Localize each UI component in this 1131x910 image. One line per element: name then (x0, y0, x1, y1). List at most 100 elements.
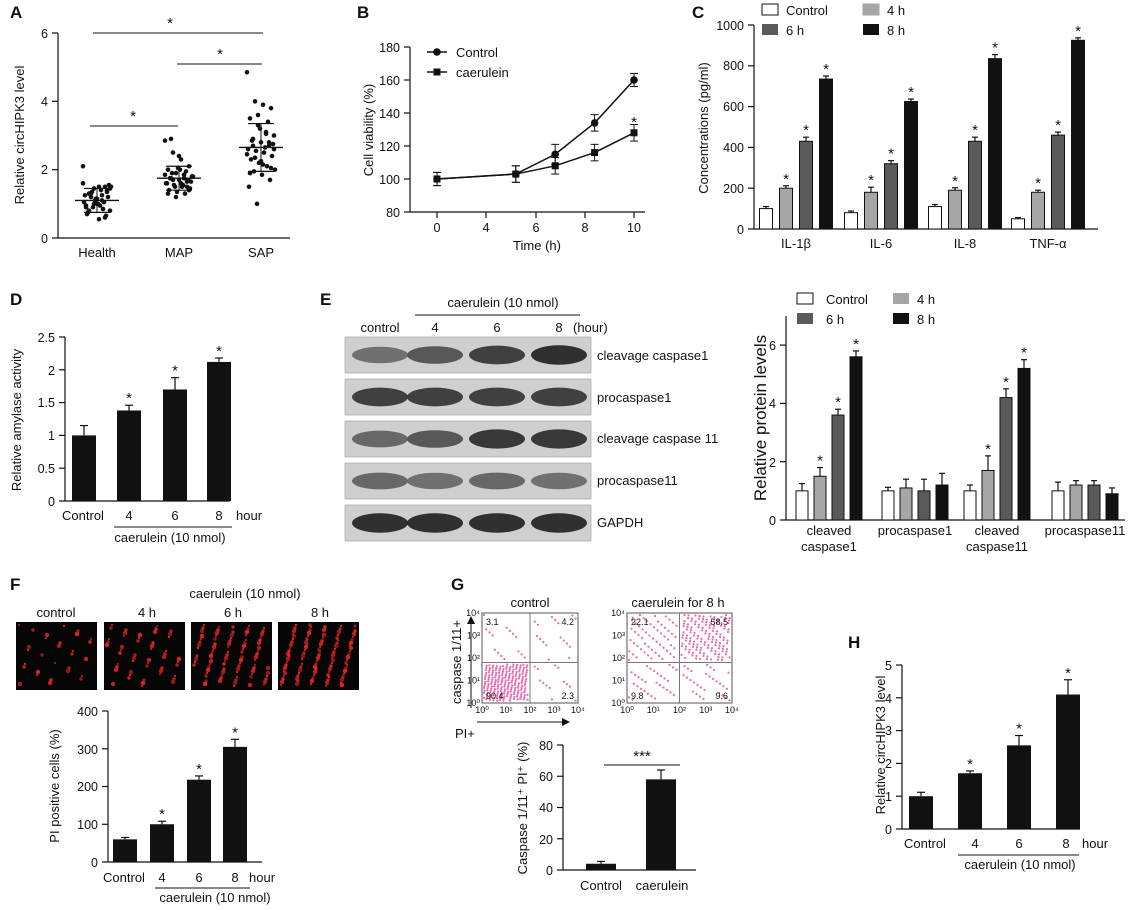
d-ytick-05: 0.5 (38, 462, 55, 476)
f-cell-dot (344, 666, 348, 670)
g-flow-event (496, 699, 499, 702)
g-bar (586, 863, 616, 870)
g-flow-event (513, 695, 516, 698)
e-xtick-cleaved-caspase1-line1: cleaved (807, 523, 852, 538)
a-point (104, 189, 110, 195)
g-flow-event (718, 682, 722, 685)
d-ylabel: Relative amylase activity (9, 348, 24, 491)
a-point (261, 150, 267, 155)
g-flow-event (503, 685, 506, 688)
g-flow-event (501, 674, 504, 677)
g-flow-event (518, 668, 521, 671)
g-flow-event (675, 624, 678, 627)
g-flow-event (689, 628, 693, 631)
e-blot-band (407, 472, 463, 490)
g-flow-event (682, 622, 686, 625)
g-flow-event (518, 675, 521, 678)
e-bar (981, 469, 995, 521)
g-flow-event (650, 648, 654, 651)
f-cell-dot (35, 673, 39, 677)
f-cell-dot (314, 667, 318, 671)
f-cell-dot (158, 672, 162, 676)
h-ytick-4: 4 (885, 692, 892, 706)
g-flow-event (648, 634, 651, 637)
a-ytick-4: 4 (41, 95, 48, 109)
h-sig-star: * (1065, 665, 1071, 682)
e-xtick-procaspase1: procaspase1 (878, 523, 952, 538)
e-xtick-cleaved-caspase11-line2: caspase11 (966, 539, 1028, 554)
e-blot-band (531, 429, 587, 449)
g-flow-event (484, 675, 487, 678)
g-flow-event (629, 638, 632, 642)
g-flow-event (491, 671, 494, 674)
g-flow-event (694, 657, 698, 660)
g-flow-event (514, 674, 517, 678)
f-cell-dot (282, 665, 288, 671)
g-flow-event (510, 686, 513, 689)
g-xtick-caerulein: caerulein (636, 878, 689, 893)
panel-e-blot: E caerulein (10 nmol) control 4 6 8 (hou… (320, 290, 718, 542)
f-cell-dot (128, 669, 134, 675)
g-flow-event (501, 672, 504, 675)
f-cell-dot (211, 644, 217, 650)
panel-g: G control caerulein for 8 h 3.1 4.2 90.4 2.… (449, 575, 739, 893)
c-sig-star: * (868, 172, 874, 189)
g-flow-event (508, 669, 511, 673)
d-ytick-15: 1.5 (38, 396, 55, 410)
g-flow-event (687, 614, 690, 617)
panel-b-lines (433, 72, 638, 187)
g-flow-event (484, 680, 487, 683)
g-flow-event (627, 696, 631, 699)
c-bar (759, 208, 773, 230)
f-cell-dot (44, 636, 48, 640)
f-cell-dot (195, 654, 199, 658)
g-flow-event (496, 690, 500, 693)
g-flow-event (508, 672, 511, 676)
g-flow-event (521, 672, 524, 676)
g-flow-event (487, 676, 491, 679)
f-cell-dot (229, 636, 233, 640)
g-flow-event (709, 615, 712, 618)
d-bar (72, 435, 96, 501)
f-cell-dot (240, 655, 244, 659)
g-flow-event (494, 681, 497, 684)
g-flow-event (668, 618, 671, 621)
a-point (100, 206, 106, 212)
g-flow-event (647, 645, 650, 648)
a-point (270, 141, 276, 147)
f-cell-dot (119, 648, 123, 652)
f-cell-dot (258, 638, 262, 642)
g-flow-event (493, 683, 496, 686)
g-flow-event (486, 689, 489, 692)
panel-g-bars (586, 769, 676, 870)
c-bar (1051, 134, 1065, 230)
f-cell-dot (265, 674, 269, 678)
f-cell-dot (65, 668, 71, 674)
g-flow-event (505, 667, 508, 670)
f-cell-dot (53, 661, 57, 665)
f-cell-dot (235, 670, 239, 674)
g-flow-event (687, 651, 691, 654)
g-flow-event (523, 694, 526, 697)
c-sig-star: * (803, 122, 809, 139)
g-flow-event (492, 694, 495, 697)
g-flow-event (523, 656, 526, 659)
e-xtick-procaspase11: procaspase11 (1045, 523, 1126, 538)
f-cell-dot (303, 648, 307, 652)
c-sig-star: * (952, 173, 958, 190)
g-flow-event (697, 626, 700, 629)
f-cell-dot (207, 665, 211, 669)
g-flow-event (512, 697, 516, 701)
g-flow-event (498, 669, 501, 672)
g-flow-event (489, 694, 492, 697)
panel-c: C 0 200 400 600 800 1000 Concentrations … (692, 3, 1098, 251)
g-flow-event (712, 624, 716, 627)
g-flow-event (690, 617, 694, 620)
g-flow-event (710, 640, 714, 644)
f-cell-dot (330, 657, 336, 663)
d-bar (117, 410, 141, 501)
g-flow-event (492, 699, 495, 702)
c-legend-swatch-4h (862, 3, 880, 16)
f-cell-dot (83, 656, 89, 662)
g-flow-event (486, 687, 489, 690)
